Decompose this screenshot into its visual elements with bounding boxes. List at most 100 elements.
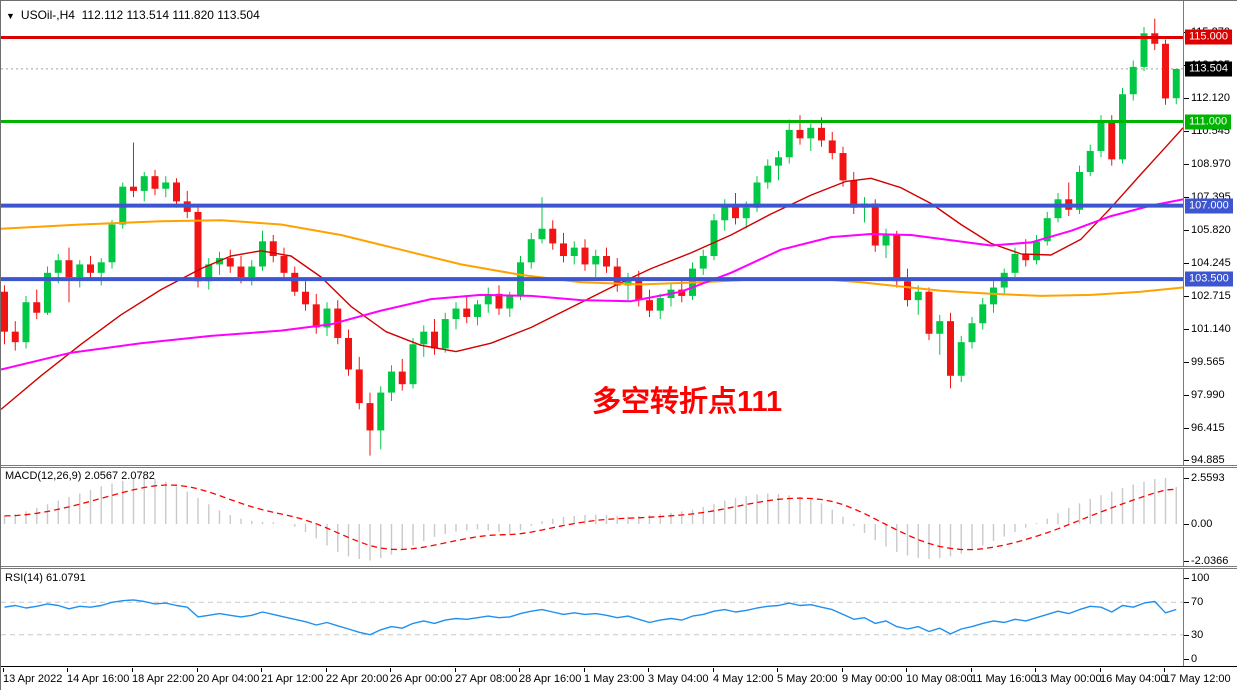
price-axis[interactable]: 115.270113.695112.120110.545108.970107.3… [1184,1,1237,668]
candle-body [248,266,256,278]
candle-body [796,129,804,139]
price-tick-mark [1184,428,1189,429]
candle-body [1076,171,1083,210]
macd-axis-label: 0.00 [1191,518,1213,530]
time-tick-mark [971,668,972,672]
candle-body [624,279,632,286]
candle-body [538,228,546,240]
time-tick-label: 13 May 00:00 [1035,673,1102,685]
candle-body [850,180,858,208]
time-tick-mark [1164,668,1165,672]
candle-body [280,256,288,273]
price-tick-mark [1184,460,1189,461]
candle-body [291,272,299,292]
time-tick-label: 22 Apr 20:00 [326,673,389,685]
time-tick-mark [906,668,907,672]
price-badge-113.504: 113.504 [1185,61,1232,77]
time-tick-label: 4 May 12:00 [713,673,774,685]
candle-body [828,140,836,154]
panel-separator-macd[interactable] [1,465,1237,468]
time-tick-label: 9 May 00:00 [842,673,903,685]
rsi-axis-label: 30 [1191,629,1204,641]
candle-body [194,211,202,282]
candle-body [97,262,105,273]
candle-body [807,127,815,139]
candle-body [1140,33,1148,67]
price-tick-label: 101.140 [1191,323,1231,335]
price-axis-divider [1183,1,1184,668]
candle-body [1011,253,1019,273]
candle-body [302,291,309,305]
time-tick-mark [67,668,68,672]
ma-magenta-line[interactable] [1,198,1183,371]
time-axis[interactable]: 13 Apr 2022 14 Apr 16:00 18 Apr 22:00 20 Ap… [1,668,1237,690]
candle-body [699,256,707,269]
candle-body [882,235,890,246]
candle-body [1129,66,1137,95]
time-tick-mark [326,668,327,672]
price-tick-mark [1184,395,1189,396]
candle-body [495,293,503,309]
candle-body [87,264,94,273]
candle-body [753,182,761,208]
candle-body [527,239,535,263]
candle-body [560,243,567,257]
candle-body [441,319,449,349]
candle-body [377,392,385,431]
time-tick-mark [455,668,456,672]
candle-body [226,258,234,267]
candle-body [409,344,417,385]
rsi-line [4,599,1177,636]
candle-body [269,241,277,257]
candle-body [1054,199,1062,219]
time-tick-mark [713,668,714,672]
candle-body [1,291,8,332]
candle-body [914,291,922,301]
chevron-down-icon[interactable]: ▼ [6,11,15,21]
time-tick-mark [197,668,198,672]
panel-separator-rsi[interactable] [1,566,1237,569]
main-price-chart[interactable] [1,1,1183,468]
candle-body [151,176,159,189]
candle-body [947,321,954,376]
symbol-info-line: ▼ USOil-,H4 112.112 113.514 111.820 113.5… [6,8,260,22]
price-tick-label: 104.245 [1191,257,1231,269]
candle-body [1043,218,1051,242]
price-tick-label: 112.120 [1191,92,1230,104]
rsi-axis-label: 100 [1191,572,1210,584]
candle-body [549,228,557,244]
candle-body [775,157,782,166]
price-badge-111.000: 111.000 [1185,114,1232,130]
candle-body [635,279,643,301]
macd-indicator-chart[interactable] [1,468,1183,567]
candle-body [33,302,41,313]
candle-body [259,241,266,267]
rsi-indicator-chart[interactable] [1,569,1183,667]
candle-body [474,304,481,317]
time-tick-label: 18 Apr 22:00 [132,673,195,685]
candle-body [785,129,793,158]
candle-body [818,127,825,141]
rsi-tick-mark [1184,659,1189,660]
price-tick-label: 97.990 [1191,389,1225,401]
candle-body [613,266,621,286]
time-tick-mark [1035,668,1036,672]
time-tick-mark [3,668,4,672]
candle-body [130,186,137,191]
candle-body [420,331,428,345]
candle-body [646,300,653,311]
chart-annotation-text[interactable]: 多空转折点111 [592,386,783,418]
candle-body [22,302,30,343]
time-tick-label: 21 Apr 12:00 [261,673,324,685]
candle-body [506,295,514,309]
rsi-axis-label: 0 [1191,653,1198,665]
time-tick-label: 1 May 23:00 [584,673,645,685]
ma-red-line[interactable] [1,127,1183,410]
macd-label: MACD(12,26,9) 2.0567 2.0782 [5,470,155,482]
ma-orange-line[interactable] [1,219,1183,297]
price-badge-103.500: 103.500 [1185,271,1233,287]
candle-body [721,205,729,221]
time-tick-mark [842,668,843,672]
candle-body [173,182,180,202]
